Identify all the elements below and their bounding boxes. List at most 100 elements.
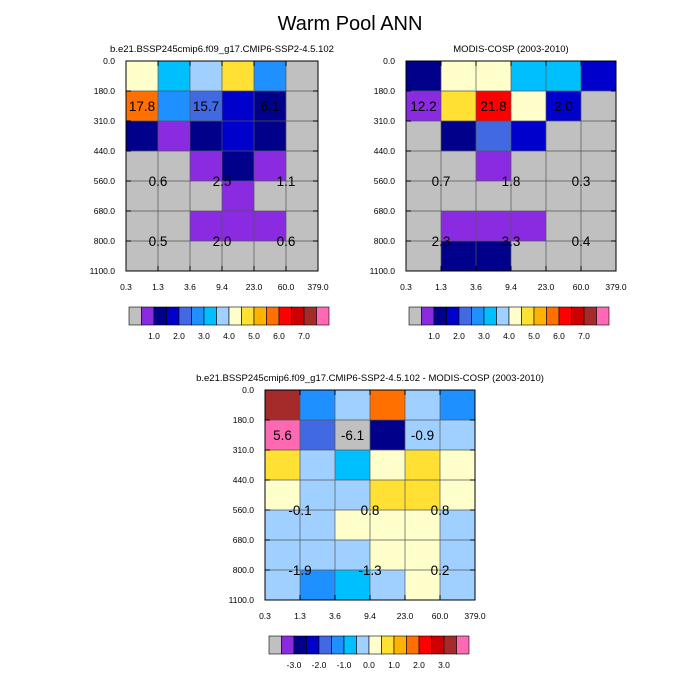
colorbar-swatch xyxy=(558,306,572,326)
heatmap-cell xyxy=(511,241,547,272)
colorbar-swatch xyxy=(228,306,242,326)
heatmap-cell xyxy=(300,540,336,571)
heatmap-cell xyxy=(335,420,371,451)
colorbar-swatch xyxy=(166,306,180,326)
heatmap-cell xyxy=(222,241,255,272)
colorbar-swatch xyxy=(456,635,470,655)
heatmap-cell xyxy=(405,420,441,451)
colorbar-label: 1.0 xyxy=(148,331,160,341)
heatmap-cell xyxy=(335,510,371,541)
colorbar-swatch xyxy=(408,306,422,326)
heatmap-cell xyxy=(126,61,159,92)
heatmap-cell xyxy=(300,420,336,451)
colorbar-swatch xyxy=(278,306,292,326)
heatmap-cell xyxy=(511,181,547,212)
heatmap-cell xyxy=(222,121,255,152)
colorbar-swatch xyxy=(393,635,407,655)
colorbar-swatch xyxy=(291,306,305,326)
heatmap-cell xyxy=(222,61,255,92)
x-tick-label: 379.0 xyxy=(307,282,329,292)
heatmap-cell xyxy=(300,480,336,511)
x-tick-label: 9.4 xyxy=(364,611,376,621)
colorbar-label: 1.0 xyxy=(428,331,440,341)
x-tick-label: 0.3 xyxy=(259,611,271,621)
heatmap-cell xyxy=(265,450,301,481)
heatmap-panel-diff: b.e21.BSSP245cmip6.f09_g17.CMIP6-SSP2-4.… xyxy=(196,373,544,621)
heatmap-cell xyxy=(370,420,406,451)
heatmap-cell xyxy=(440,390,476,421)
cell-value-label: 0.6 xyxy=(149,174,168,189)
heatmap-cell xyxy=(440,480,476,511)
cell-value-label: 1.1 xyxy=(277,174,296,189)
y-tick-label: 180.0 xyxy=(233,415,255,425)
colorbar-swatch xyxy=(421,306,435,326)
heatmap-cell xyxy=(441,211,477,242)
heatmap-cell xyxy=(406,61,442,92)
heatmap-cell xyxy=(126,151,159,182)
heatmap-cell xyxy=(546,91,582,122)
y-tick-label: 1100.0 xyxy=(90,266,116,276)
heatmap-cell xyxy=(511,91,547,122)
cell-value-label: 2.5 xyxy=(213,174,232,189)
heatmap-cell xyxy=(286,181,319,212)
colorbar-swatch xyxy=(431,635,445,655)
colorbar-swatch xyxy=(368,635,382,655)
colorbar-swatch xyxy=(521,306,535,326)
x-tick-label: 0.3 xyxy=(400,282,412,292)
heatmap-cell xyxy=(441,241,477,272)
colorbar-label: 6.0 xyxy=(273,331,285,341)
colorbar-label: -1.0 xyxy=(337,660,352,670)
x-tick-label: 9.4 xyxy=(505,282,517,292)
heatmap-cell xyxy=(581,181,617,212)
x-tick-label: 379.0 xyxy=(605,282,627,292)
heatmap-cell xyxy=(406,211,442,242)
heatmap-cell xyxy=(476,121,512,152)
colorbar-swatch xyxy=(266,306,280,326)
x-tick-label: 9.4 xyxy=(216,282,228,292)
colorbar-swatch xyxy=(318,635,332,655)
heatmap-cell xyxy=(158,91,191,122)
colorbar-swatch xyxy=(178,306,192,326)
x-tick-label: 60.0 xyxy=(432,611,449,621)
colorbar-swatch xyxy=(203,306,217,326)
heatmap-cell xyxy=(190,61,223,92)
cell-value-label: 0.7 xyxy=(432,174,451,189)
colorbar-swatch xyxy=(406,635,420,655)
heatmap-cell xyxy=(158,211,191,242)
y-tick-label: 0.0 xyxy=(383,56,395,66)
colorbar-swatch xyxy=(483,306,497,326)
heatmap-cell xyxy=(335,570,371,601)
cell-value-label: 3.3 xyxy=(502,234,521,249)
heatmap-cell xyxy=(405,480,441,511)
colorbar-label: 2.0 xyxy=(173,331,185,341)
heatmap-cell xyxy=(254,211,287,242)
heatmap-cell xyxy=(254,121,287,152)
heatmap-cell xyxy=(190,211,223,242)
y-tick-label: 560.0 xyxy=(374,176,396,186)
heatmap-cell xyxy=(440,420,476,451)
x-tick-label: 60.0 xyxy=(278,282,295,292)
y-tick-label: 0.0 xyxy=(242,385,254,395)
colorbar-swatch xyxy=(596,306,610,326)
heatmap-cell xyxy=(441,151,477,182)
heatmap-cell xyxy=(370,570,406,601)
y-tick-label: 1100.0 xyxy=(229,595,255,605)
figure-title: Warm Pool ANN xyxy=(278,13,423,35)
heatmap-cell xyxy=(265,390,301,421)
cell-value-label: -1.3 xyxy=(358,563,381,578)
cell-value-label: 0.5 xyxy=(149,234,168,249)
cell-value-label: 6.1 xyxy=(261,99,280,114)
colorbar-label: 0.0 xyxy=(363,660,375,670)
heatmap-cell xyxy=(190,91,223,122)
y-tick-label: 440.0 xyxy=(374,146,396,156)
x-tick-label: 0.3 xyxy=(120,282,132,292)
heatmap-cell xyxy=(126,211,159,242)
cell-value-label: 15.7 xyxy=(193,99,219,114)
heatmap-cell xyxy=(286,241,319,272)
y-tick-label: 680.0 xyxy=(233,535,255,545)
colorbar-swatch xyxy=(216,306,230,326)
heatmap-cell xyxy=(222,151,255,182)
heatmap-cell xyxy=(581,211,617,242)
colorbar-swatch xyxy=(303,306,317,326)
x-tick-label: 1.3 xyxy=(435,282,447,292)
